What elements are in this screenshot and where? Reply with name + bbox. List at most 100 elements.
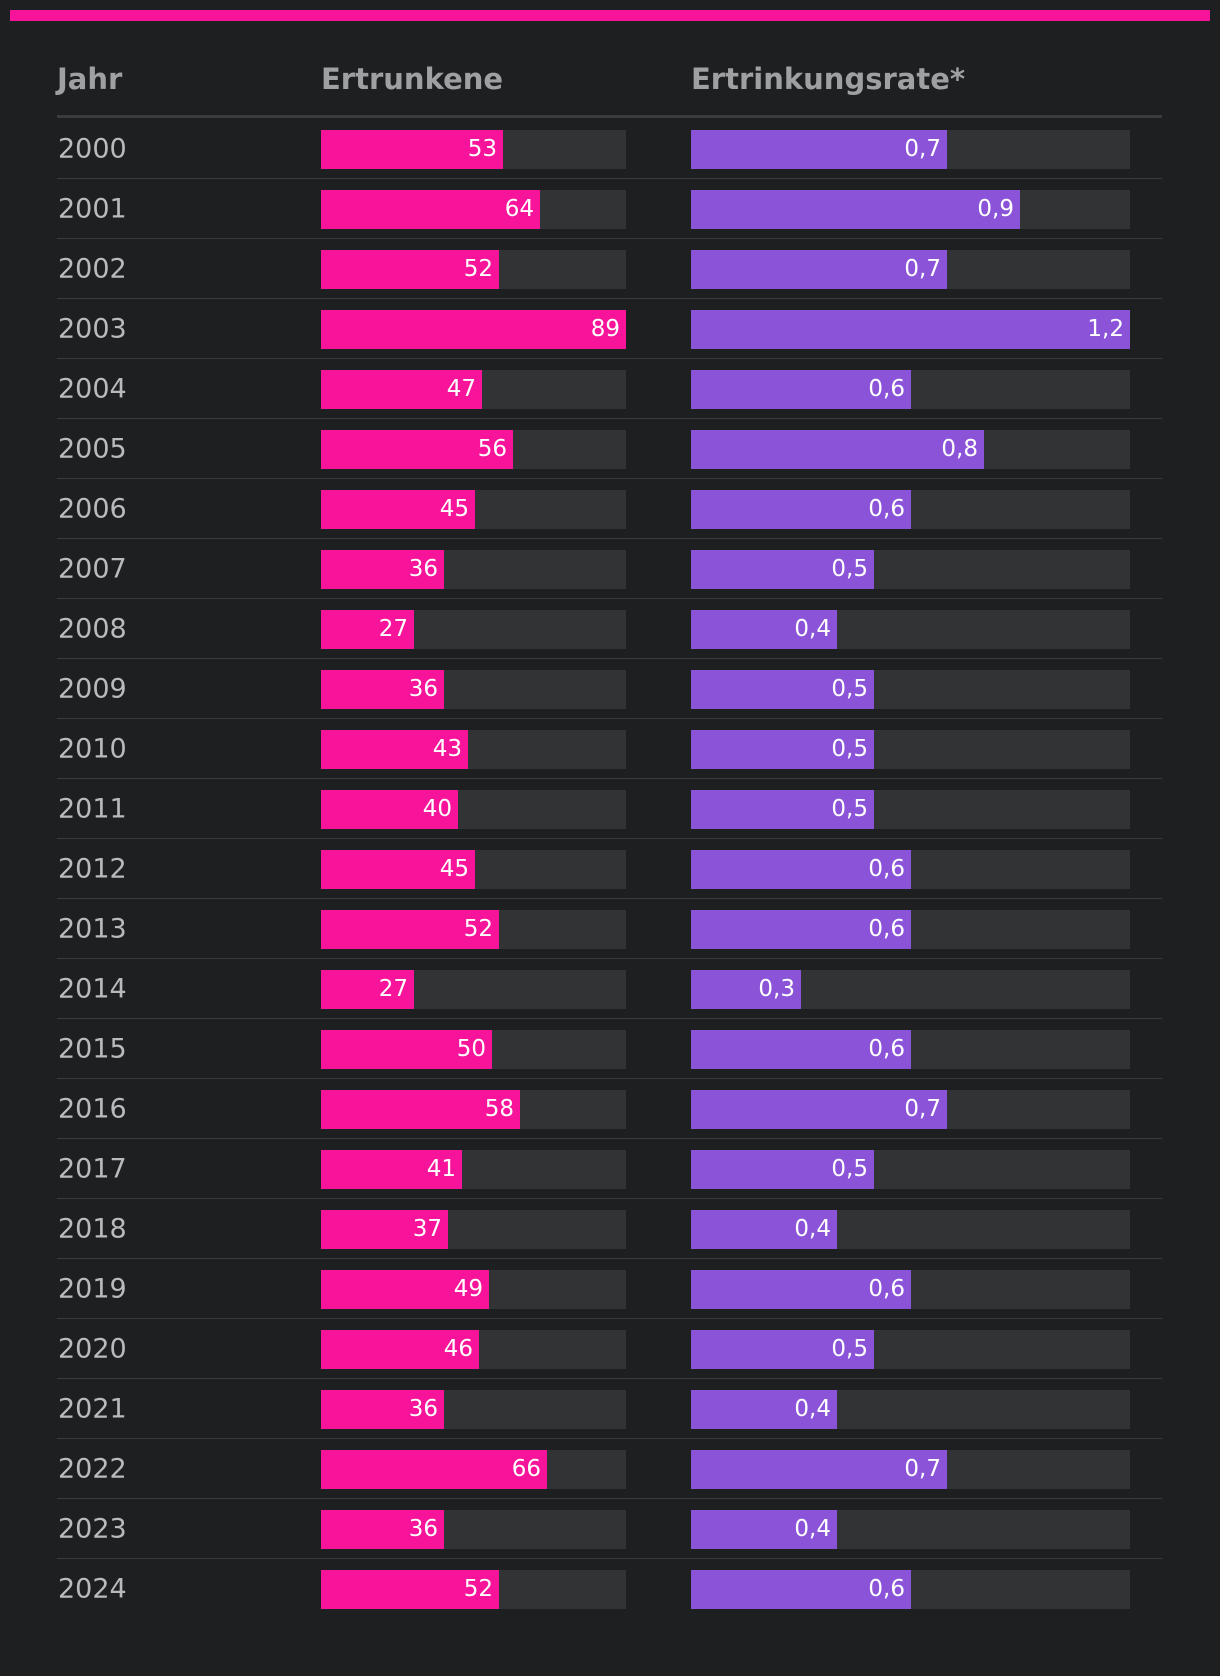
row-divider: [57, 418, 1162, 419]
bar-rate: [691, 1270, 911, 1309]
bar-rate: [691, 850, 911, 889]
row-divider: [57, 358, 1162, 359]
value-label-rate: 0,6: [868, 1036, 905, 1062]
bar-rate: [691, 490, 911, 529]
row-year-label: 2004: [58, 374, 127, 405]
value-label-drowned: 52: [464, 256, 493, 282]
bar-rate: [691, 1150, 874, 1189]
value-label-drowned: 36: [409, 1516, 438, 1542]
value-label-drowned: 36: [409, 1396, 438, 1422]
row-divider: [57, 1558, 1162, 1559]
row-year-label: 2019: [58, 1274, 127, 1305]
value-label-rate: 0,8: [941, 436, 978, 462]
bar-rate: [691, 910, 911, 949]
row-divider: [57, 238, 1162, 239]
bar-rate: [691, 1030, 911, 1069]
row-divider: [57, 478, 1162, 479]
row-year-label: 2007: [58, 554, 127, 585]
row-year-label: 2003: [58, 314, 127, 345]
bar-drowned: [321, 1330, 479, 1369]
value-label-rate: 0,6: [868, 916, 905, 942]
bar-drowned: [321, 490, 475, 529]
value-label-rate: 0,6: [868, 856, 905, 882]
row-year-label: 2017: [58, 1154, 127, 1185]
value-label-drowned: 89: [591, 316, 620, 342]
bar-rate: [691, 190, 1020, 229]
row-year-label: 2011: [58, 794, 127, 825]
value-label-drowned: 36: [409, 676, 438, 702]
value-label-rate: 0,6: [868, 376, 905, 402]
row-year-label: 2002: [58, 254, 127, 285]
bar-drowned: [321, 1450, 547, 1489]
value-label-rate: 0,5: [831, 736, 868, 762]
row-divider: [57, 1258, 1162, 1259]
header-divider: [57, 115, 1162, 118]
bar-rate: [691, 790, 874, 829]
row-year-label: 2008: [58, 614, 127, 645]
value-label-drowned: 53: [468, 136, 497, 162]
bar-rate: [691, 1090, 947, 1129]
bar-drowned: [321, 1030, 492, 1069]
bar-drowned: [321, 1570, 499, 1609]
bar-drowned: [321, 1210, 448, 1249]
bar-rate: [691, 670, 874, 709]
bar-rate: [691, 730, 874, 769]
value-label-drowned: 50: [457, 1036, 486, 1062]
bar-drowned: [321, 670, 444, 709]
value-label-drowned: 37: [413, 1216, 442, 1242]
value-label-rate: 0,4: [794, 1216, 831, 1242]
value-label-drowned: 27: [379, 976, 408, 1002]
row-year-label: 2005: [58, 434, 127, 465]
row-divider: [57, 958, 1162, 959]
value-label-drowned: 45: [440, 856, 469, 882]
bar-rate: [691, 310, 1130, 349]
value-label-drowned: 64: [505, 196, 534, 222]
bar-drowned: [321, 1270, 489, 1309]
value-label-rate: 0,7: [904, 1456, 941, 1482]
bar-rate: [691, 1570, 911, 1609]
value-label-rate: 0,5: [831, 556, 868, 582]
bar-drowned: [321, 130, 503, 169]
row-divider: [57, 1438, 1162, 1439]
row-divider: [57, 598, 1162, 599]
row-year-label: 2021: [58, 1394, 127, 1425]
row-year-label: 2014: [58, 974, 127, 1005]
row-divider: [57, 538, 1162, 539]
value-label-rate: 0,6: [868, 1276, 905, 1302]
bar-rate: [691, 1210, 837, 1249]
value-label-drowned: 43: [433, 736, 462, 762]
value-label-drowned: 52: [464, 916, 493, 942]
value-label-rate: 0,7: [904, 256, 941, 282]
bar-rate: [691, 550, 874, 589]
table-rows: 2000 53 0,7 2001 64 0,9 2002 52 0,7 2003 89 1,2 2004…: [57, 130, 1162, 1609]
header-year: Jahr: [55, 62, 123, 96]
header-drowning-rate: Ertrinkungsrate*: [691, 62, 965, 96]
value-label-drowned: 40: [423, 796, 452, 822]
value-label-drowned: 45: [440, 496, 469, 522]
bar-drowned: [321, 970, 414, 1009]
value-label-drowned: 46: [444, 1336, 473, 1362]
row-divider: [57, 898, 1162, 899]
row-divider: [57, 838, 1162, 839]
row-year-label: 2010: [58, 734, 127, 765]
value-label-rate: 0,5: [831, 1156, 868, 1182]
value-label-drowned: 56: [478, 436, 507, 462]
value-label-rate: 0,6: [868, 496, 905, 522]
row-divider: [57, 1078, 1162, 1079]
value-label-drowned: 52: [464, 1576, 493, 1602]
bar-rate: [691, 250, 947, 289]
row-divider: [57, 718, 1162, 719]
bar-drowned: [321, 550, 444, 589]
value-label-drowned: 49: [454, 1276, 483, 1302]
bar-rate: [691, 1510, 837, 1549]
value-label-rate: 0,4: [794, 616, 831, 642]
row-divider: [57, 1018, 1162, 1019]
accent-top-bar: [10, 10, 1210, 21]
bar-drowned: [321, 850, 475, 889]
row-divider: [57, 1378, 1162, 1379]
row-divider: [57, 778, 1162, 779]
value-label-rate: 0,4: [794, 1396, 831, 1422]
row-year-label: 2024: [58, 1574, 127, 1605]
value-label-rate: 0,5: [831, 1336, 868, 1362]
